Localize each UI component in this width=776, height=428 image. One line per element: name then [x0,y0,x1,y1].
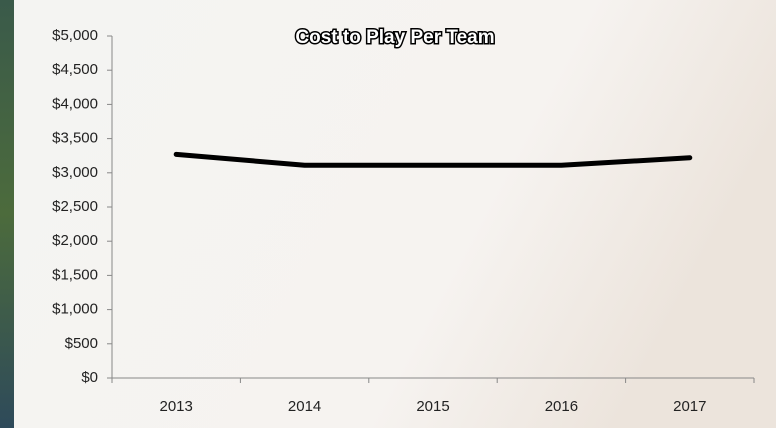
y-tick-label: $2,000 [52,232,98,249]
x-tick-label: 2013 [160,398,193,415]
chart-title: Cost to Play Per Team [295,27,494,48]
y-tick-label: $500 [65,335,98,352]
y-tick-label: $2,500 [52,198,98,215]
line-series [173,151,693,168]
y-tick-label: $4,000 [52,95,98,112]
y-tick-label: $3,500 [52,130,98,147]
chart-panel [14,0,776,428]
y-tick-label: $3,000 [52,164,98,181]
x-tick-label: 2014 [288,398,321,415]
y-tick-label: $0 [81,369,98,386]
x-tick-label: 2015 [416,398,449,415]
y-tick-label: $1,000 [52,301,98,318]
y-tick-label: $1,500 [52,266,98,283]
x-tick-label: 2016 [545,398,578,415]
y-tick-label: $5,000 [52,27,98,44]
x-tick-label: 2017 [673,398,706,415]
y-tick-label: $4,500 [52,61,98,78]
